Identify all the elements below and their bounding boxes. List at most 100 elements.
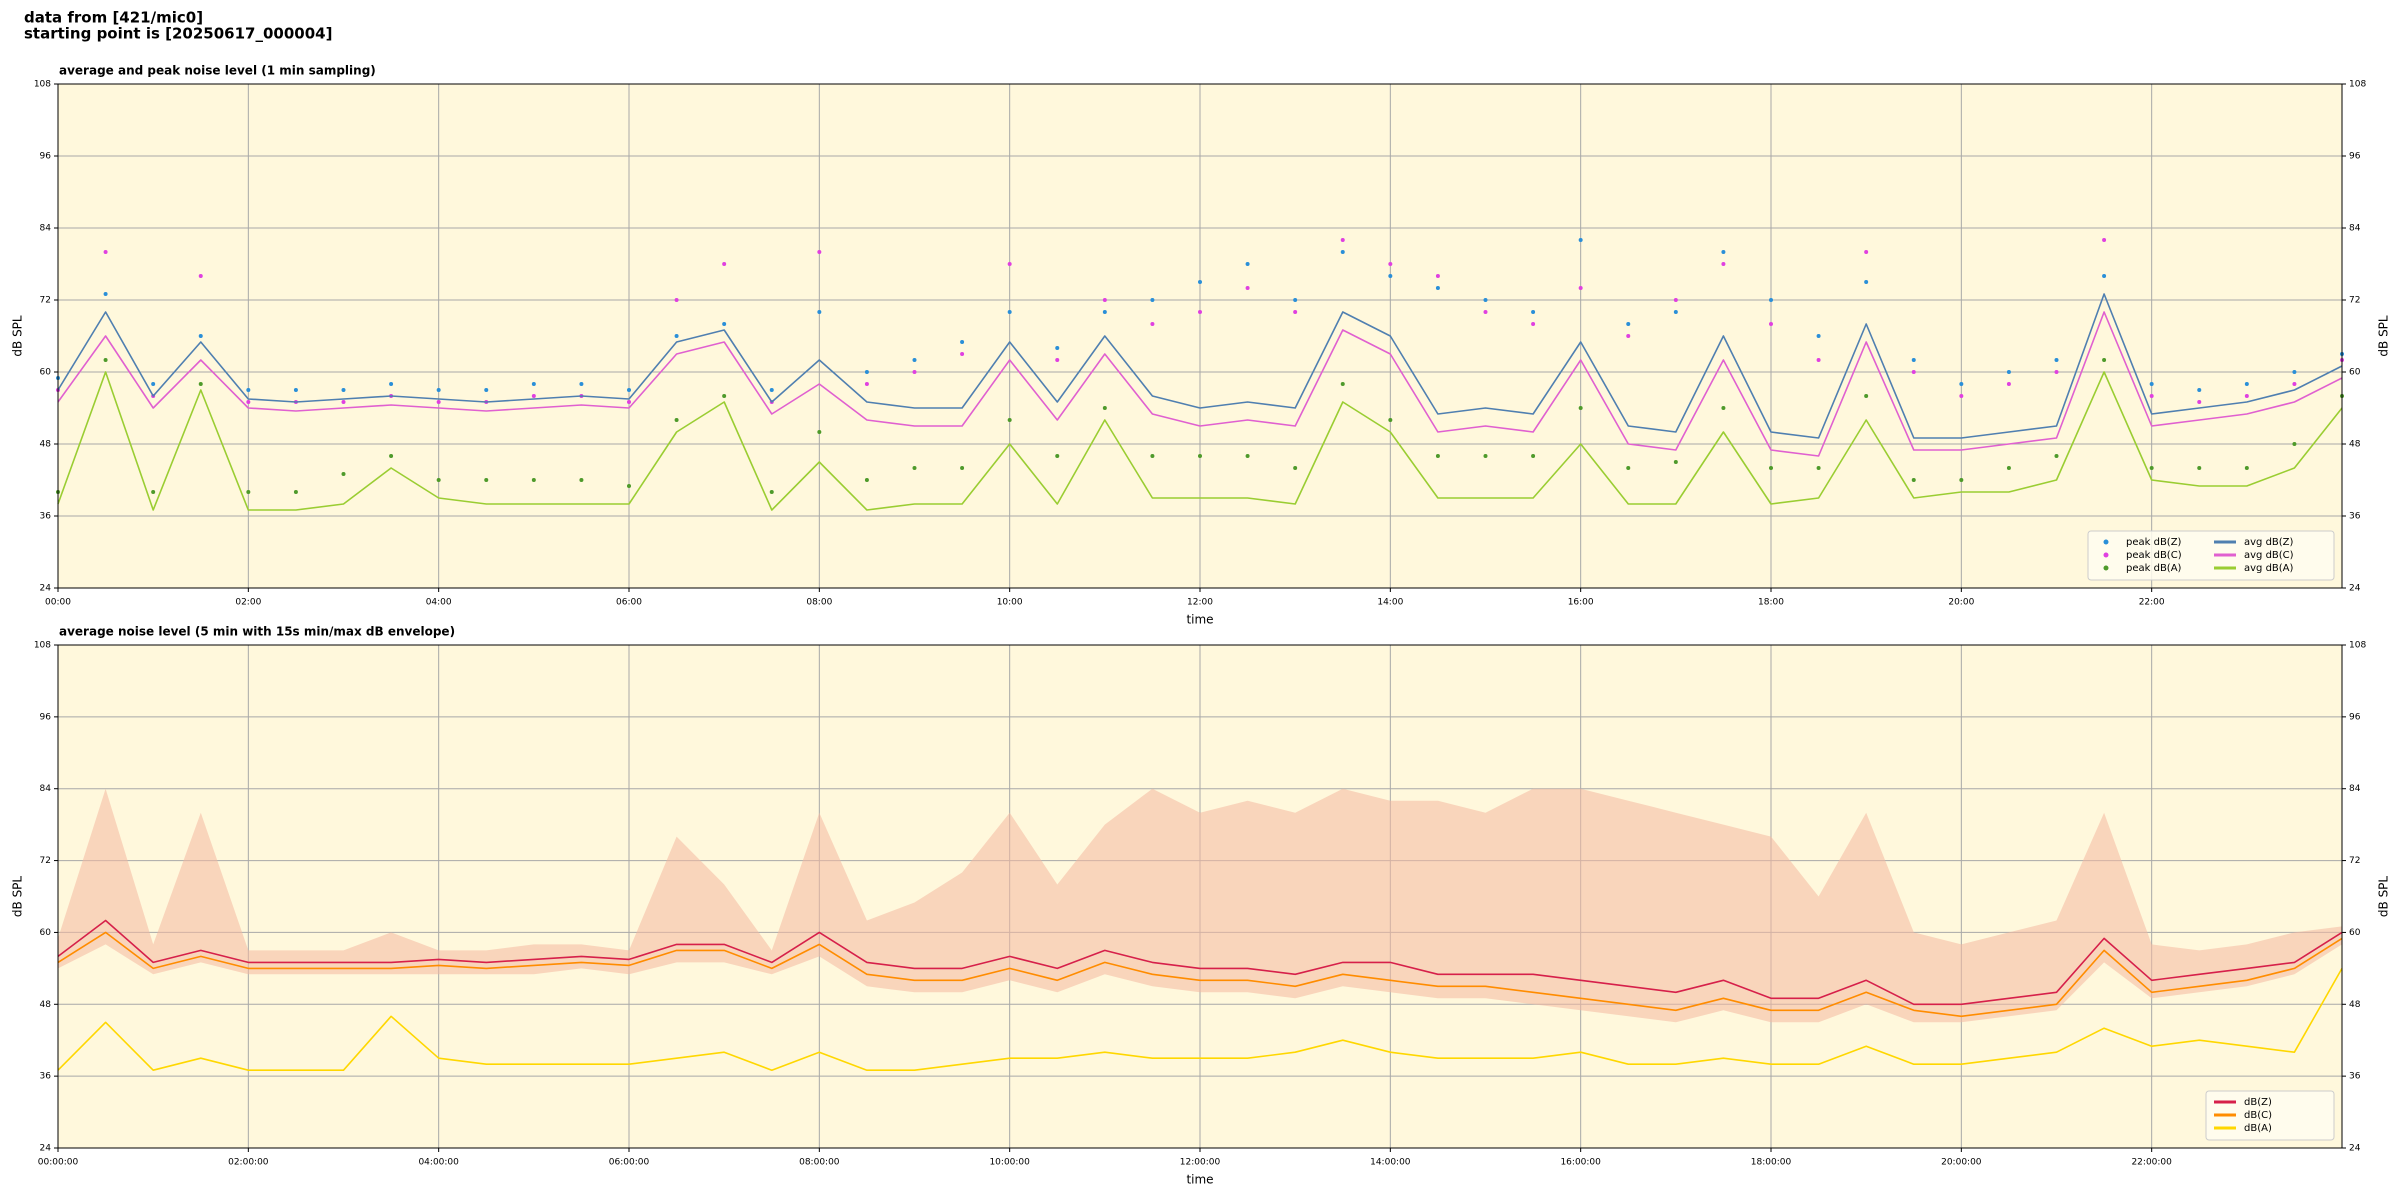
peak-point bbox=[1102, 406, 1107, 410]
y2-tick-label: 48 bbox=[2349, 1000, 2361, 1010]
peak-point bbox=[817, 250, 822, 254]
peak-point bbox=[674, 418, 679, 422]
peak-point bbox=[912, 370, 917, 374]
y-tick-label: 24 bbox=[40, 584, 52, 594]
series-line bbox=[57, 931, 2343, 1018]
peak-point bbox=[1198, 454, 1202, 458]
x-tick-label: 16:00 bbox=[1568, 598, 1594, 608]
peak-point bbox=[531, 478, 536, 482]
x-tick-label: 00:00:00 bbox=[38, 1158, 79, 1168]
x-tick-label: 16:00:00 bbox=[1560, 1158, 1601, 1168]
peak-point bbox=[1245, 286, 1250, 290]
series-line bbox=[57, 968, 2343, 1071]
peak-point bbox=[341, 472, 346, 476]
subplot-title: average and peak noise level (1 min samp… bbox=[59, 64, 376, 78]
peak-point bbox=[2149, 394, 2154, 398]
y-tick-label: 96 bbox=[40, 712, 52, 722]
x-tick-label: 02:00:00 bbox=[228, 1158, 269, 1168]
plot-frame bbox=[57, 83, 2343, 589]
peak-point bbox=[674, 334, 679, 338]
peak-point bbox=[436, 388, 441, 392]
peak-point bbox=[151, 490, 156, 494]
peak-point bbox=[1340, 238, 1345, 242]
peak-point bbox=[1007, 310, 1012, 314]
peak-point bbox=[1388, 418, 1393, 422]
peak-point bbox=[1911, 370, 1916, 374]
series-line bbox=[57, 919, 2343, 1006]
x-tick-label: 22:00 bbox=[2139, 598, 2165, 608]
x-tick-label: 20:00 bbox=[1948, 598, 1974, 608]
y2-axis-label: dB SPL bbox=[2377, 876, 2391, 918]
peak-point bbox=[2244, 394, 2249, 398]
x-tick-label: 08:00:00 bbox=[799, 1158, 840, 1168]
peak-point bbox=[627, 400, 631, 404]
peak-point bbox=[246, 388, 251, 392]
peak-point bbox=[2054, 358, 2059, 362]
peak-point bbox=[1626, 466, 1631, 470]
peak-point bbox=[103, 292, 108, 296]
legend-label: peak dB(C) bbox=[2126, 550, 2182, 561]
peak-point bbox=[960, 352, 965, 356]
legend-marker bbox=[2103, 552, 2109, 558]
x-tick-label: 20:00:00 bbox=[1941, 1158, 1982, 1168]
peak-point bbox=[722, 262, 727, 266]
y2-tick-label: 24 bbox=[2349, 1144, 2361, 1154]
y-tick-label: 72 bbox=[40, 856, 51, 866]
peak-point bbox=[2197, 400, 2202, 404]
peak-point bbox=[2102, 238, 2107, 242]
y2-tick-label: 36 bbox=[2349, 512, 2361, 522]
y-tick-label: 84 bbox=[40, 224, 52, 234]
peak-point bbox=[2197, 388, 2202, 392]
peak-point bbox=[960, 466, 965, 470]
peak-point bbox=[1102, 310, 1107, 314]
peak-point bbox=[1340, 382, 1345, 386]
peak-point bbox=[1721, 262, 1726, 266]
peak-point bbox=[769, 388, 774, 392]
peak-point bbox=[293, 388, 298, 392]
peak-point bbox=[722, 322, 727, 326]
y-tick-label: 48 bbox=[40, 1000, 52, 1010]
x-tick-label: 08:00 bbox=[806, 598, 832, 608]
peak-point bbox=[1673, 310, 1678, 314]
peak-point bbox=[2054, 454, 2059, 458]
peak-point bbox=[1245, 454, 1250, 458]
subplot: average noise level (5 min with 15s min/… bbox=[11, 625, 2391, 1187]
series-line bbox=[57, 293, 2343, 439]
peak-point bbox=[2292, 442, 2297, 446]
peak-point bbox=[1911, 478, 1916, 482]
peak-point bbox=[1531, 454, 1536, 458]
peak-point bbox=[2006, 370, 2011, 374]
legend-label: avg dB(C) bbox=[2244, 550, 2294, 561]
y-tick-label: 48 bbox=[40, 440, 52, 450]
peak-point bbox=[1007, 418, 1012, 422]
peak-point bbox=[1388, 262, 1393, 266]
peak-point bbox=[1721, 250, 1726, 254]
y2-tick-label: 24 bbox=[2349, 584, 2361, 594]
y2-tick-label: 72 bbox=[2349, 296, 2360, 306]
y-tick-label: 108 bbox=[34, 641, 51, 651]
peak-point bbox=[1578, 238, 1583, 242]
x-tick-label: 06:00:00 bbox=[609, 1158, 650, 1168]
peak-point bbox=[341, 388, 346, 392]
peak-point bbox=[1483, 454, 1488, 458]
peak-point bbox=[1055, 454, 1060, 458]
legend-label: dB(C) bbox=[2244, 1110, 2272, 1121]
peak-point bbox=[436, 400, 441, 404]
peak-point bbox=[1864, 250, 1869, 254]
y-tick-label: 24 bbox=[40, 1144, 52, 1154]
peak-point bbox=[2292, 382, 2297, 386]
peak-point bbox=[1007, 262, 1012, 266]
y2-tick-label: 96 bbox=[2349, 152, 2361, 162]
x-tick-label: 12:00 bbox=[1187, 598, 1213, 608]
peak-point bbox=[2102, 274, 2107, 278]
peak-point bbox=[389, 454, 394, 458]
peak-point bbox=[1959, 382, 1964, 386]
peak-point bbox=[864, 370, 869, 374]
x-tick-label: 04:00 bbox=[426, 598, 452, 608]
peak-point bbox=[1721, 406, 1726, 410]
peak-point bbox=[1959, 478, 1964, 482]
peak-point bbox=[579, 382, 584, 386]
y-axis-label: dB SPL bbox=[11, 876, 25, 918]
plot-frame bbox=[57, 644, 2343, 1149]
